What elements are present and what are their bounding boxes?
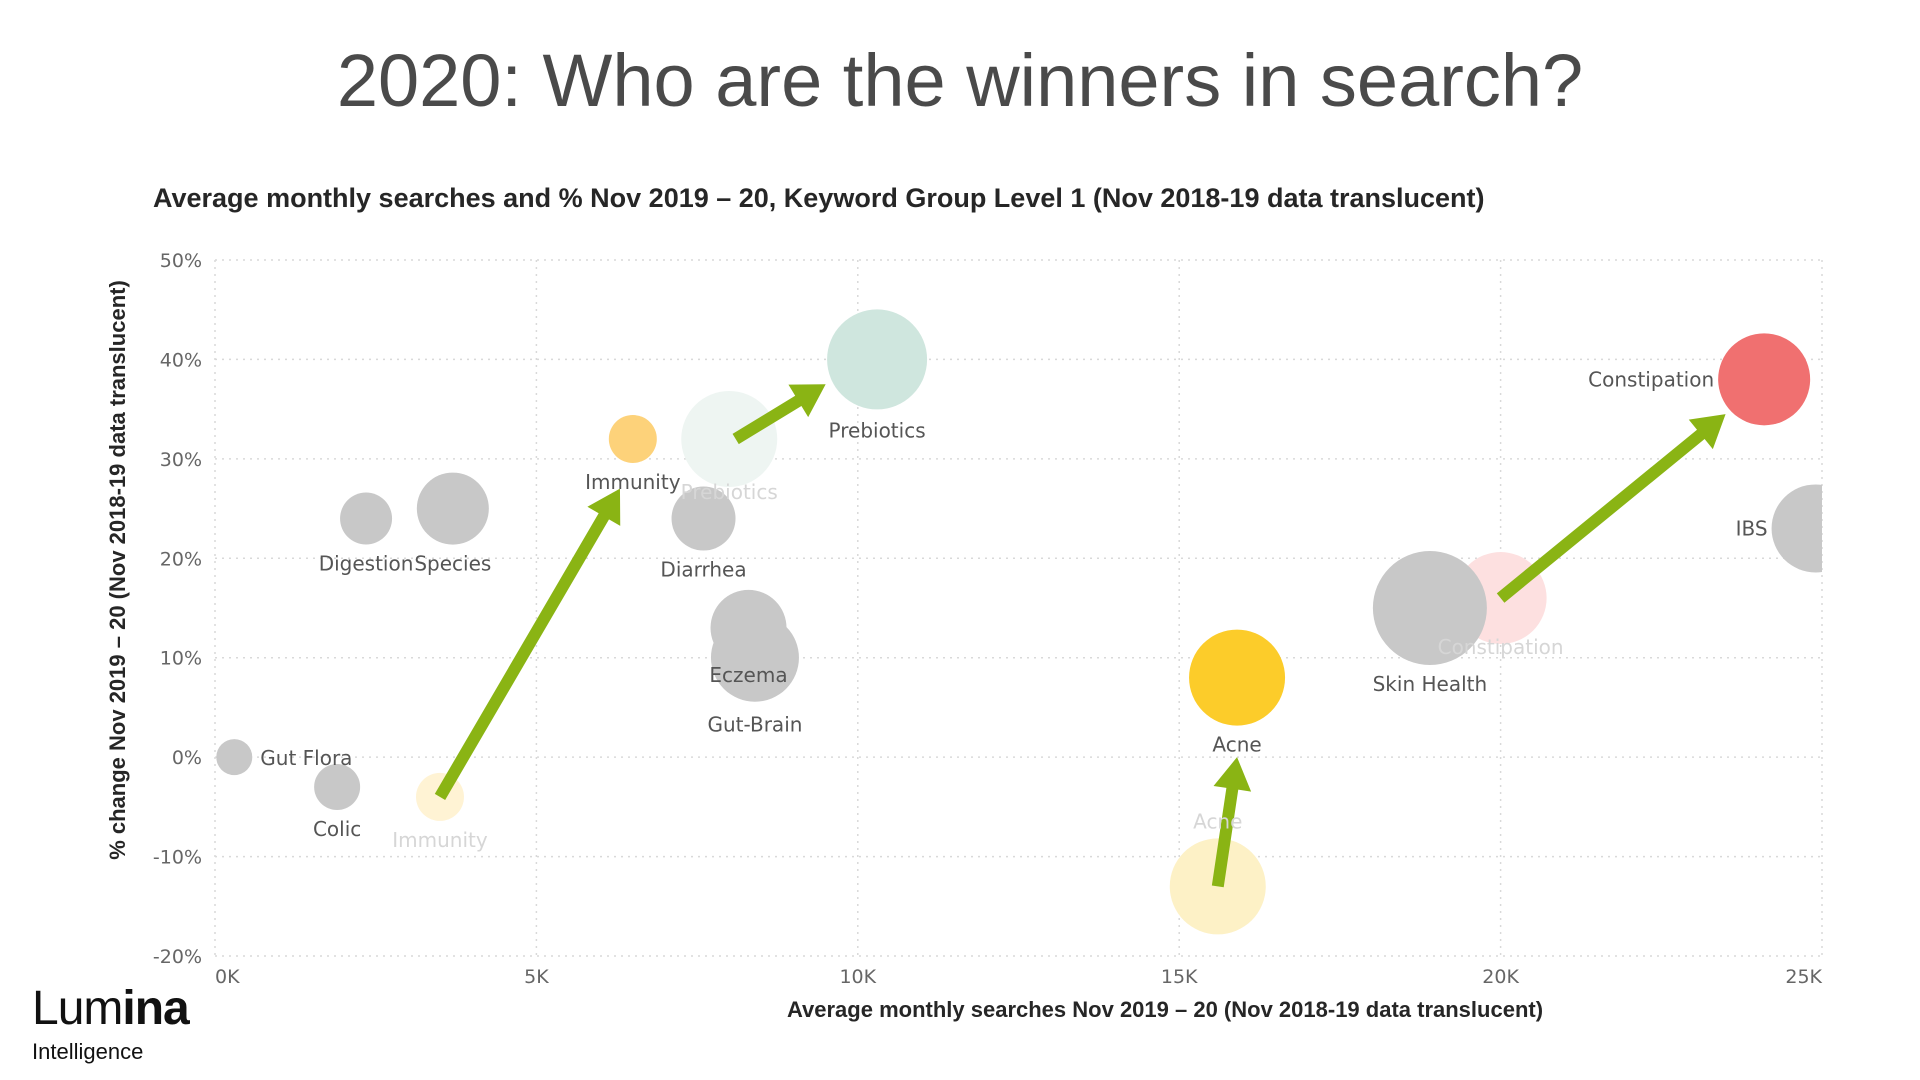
arrow-shape: [1496, 414, 1726, 603]
bubble-label: Gut Flora: [260, 746, 352, 770]
bubble: [1771, 484, 1822, 573]
bubble: [608, 414, 657, 463]
bubble: [671, 486, 736, 551]
change-arrow: [732, 384, 826, 445]
bubble: [340, 492, 393, 545]
y-tick-label: 50%: [160, 250, 202, 272]
change-arrows: [434, 384, 1726, 888]
prior-bubble-label: Acne: [1193, 809, 1242, 833]
y-tick-label: 40%: [160, 349, 202, 371]
bubble: [216, 739, 253, 776]
bubble: [1189, 629, 1286, 726]
logo-tagline: Intelligence: [32, 1039, 144, 1064]
y-tick-label: -20%: [153, 946, 202, 968]
bubble-label: Gut-Brain: [707, 713, 802, 737]
bubble-label: Diarrhea: [660, 558, 746, 582]
grid-lines: [214, 259, 1823, 957]
change-arrow: [1211, 757, 1252, 888]
x-tick-label: 10K: [839, 966, 876, 988]
prior-bubble: [1169, 838, 1266, 935]
bubble-label: Eczema: [709, 663, 787, 687]
change-arrow: [1496, 414, 1726, 603]
bubble-label: Species: [414, 552, 491, 576]
lumina-logo: Lumina Intelligence: [32, 982, 190, 1065]
prior-bubble-label: Immunity: [392, 828, 488, 852]
bubble-label: Skin Health: [1373, 672, 1488, 696]
bubble: [314, 763, 361, 810]
bubble-label: Acne: [1212, 733, 1261, 757]
logo-wordmark-part1: Lum: [32, 982, 123, 1035]
y-tick-label: 20%: [160, 548, 202, 570]
logo-wordmark: Lumina: [32, 982, 190, 1035]
x-axis-title: Average monthly searches Nov 2019 – 20 (…: [786, 997, 1544, 1022]
arrow-shape: [732, 384, 826, 445]
bubble-label: Constipation: [1588, 367, 1714, 391]
x-tick-label: 20K: [1482, 966, 1519, 988]
x-tick-label: 15K: [1161, 966, 1198, 988]
chart-title: Average monthly searches and % Nov 2019 …: [153, 183, 1485, 213]
x-tick-label: 0K: [215, 966, 240, 988]
arrow-shape: [1211, 757, 1252, 888]
x-tick-label: 25K: [1785, 966, 1822, 988]
bubble-label: Prebiotics: [829, 418, 926, 442]
logo-wordmark-part2: ina: [122, 982, 189, 1035]
bubble: [827, 309, 928, 410]
prior-bubble: [415, 772, 464, 821]
page-title: 2020: Who are the winners in search?: [336, 39, 1584, 122]
bubble: [416, 472, 489, 545]
prior-bubble-label: Prebiotics: [681, 480, 778, 504]
bubble: [1372, 551, 1487, 665]
y-tick-label: 10%: [160, 648, 202, 670]
bubble: [1718, 333, 1811, 426]
x-tick-label: 5K: [524, 966, 549, 988]
y-tick-label: 30%: [160, 449, 202, 471]
change-arrow: [434, 488, 621, 800]
bubble-label: IBS: [1736, 516, 1768, 540]
axis-tick-labels: -20% -10% 0% 10% 20% 30% 40% 50% 0K 5K 10K 15K 20K 25…: [153, 250, 1823, 988]
current-year-bubbles: [216, 309, 1822, 810]
bubble-label: Colic: [313, 817, 361, 841]
y-tick-label: -10%: [153, 847, 202, 869]
y-axis-title: % change Nov 2019 – 20 (Nov 2018-19 data…: [105, 280, 130, 860]
prior-bubble: [681, 390, 778, 487]
bubble: [710, 613, 799, 702]
bubble-label: Immunity: [585, 470, 681, 494]
y-tick-label: 0%: [172, 747, 202, 769]
prior-bubble-label: Constipation: [1438, 635, 1564, 659]
arrow-shape: [434, 488, 621, 800]
bubble-label: Digestion: [319, 552, 414, 576]
